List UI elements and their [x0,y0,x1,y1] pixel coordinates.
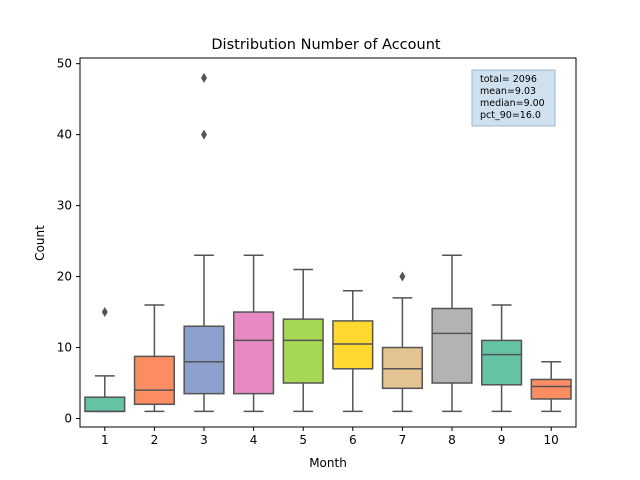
x-tick-label: 1 [101,433,109,447]
box-body [133,355,175,406]
outlier-point [201,72,207,83]
stats-line-total: total= 2096 [480,74,537,85]
x-tick-label: 9 [498,433,506,447]
box-body [84,396,126,413]
stats-box-background [471,69,556,127]
y-tick-label: 20 [57,270,72,284]
stats-box: total= 2096 mean=9.03 median=9.00 pct_90… [471,69,556,127]
y-tick-label: 0 [64,411,72,425]
x-tick-label: 10 [544,433,559,447]
box-body [381,346,423,390]
x-tick-label: 6 [349,433,357,447]
box-body [530,378,572,400]
chart-title: Distribution Number of Account [211,37,441,53]
stats-line-pct90: pct_90=16.0 [480,110,541,121]
stats-line-median: median=9.00 [480,98,545,109]
plot-area: 1 2 3 4 5 6 7 8 9 10 0 10 20 30 40 50 [57,57,577,447]
x-tick-label: 4 [250,433,258,447]
box-body [332,320,374,370]
y-tick-label: 10 [57,341,72,355]
outlier-point [399,271,406,282]
y-tick-label: 40 [57,128,72,142]
axes-frame [79,57,577,428]
y-tick-label: 30 [57,199,72,213]
box-body [233,311,275,395]
box-body [282,318,324,384]
y-axis-label: Count [33,225,47,261]
x-axis-label: Month [309,456,347,470]
outlier-point [201,129,207,140]
y-tick-label: 50 [57,57,72,71]
stats-line-mean: mean=9.03 [480,86,536,97]
x-tick-label: 5 [299,433,307,447]
outlier-point [101,307,108,318]
box-body [183,325,225,395]
box-body [431,307,473,384]
box-body [481,339,523,386]
x-tick-label: 8 [448,433,456,447]
x-tick-label: 7 [399,433,407,447]
x-tick-label: 3 [200,433,208,447]
x-tick-label: 2 [151,433,159,447]
